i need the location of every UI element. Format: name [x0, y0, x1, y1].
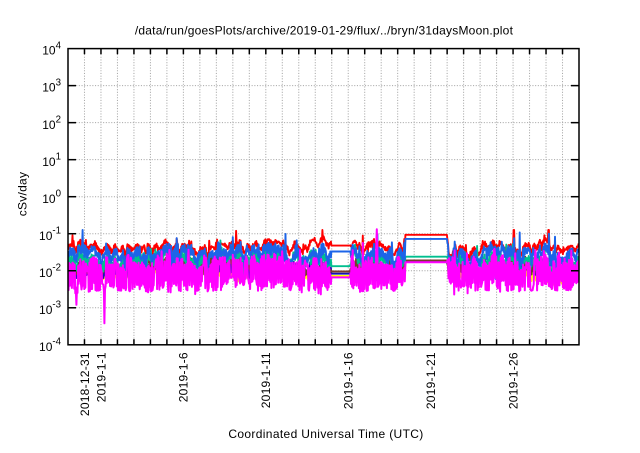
svg-text:2019-1-16: 2019-1-16 — [342, 352, 356, 409]
svg-text:2019-1-21: 2019-1-21 — [424, 352, 438, 409]
svg-text:/data/run/goesPlots/archive/20: /data/run/goesPlots/archive/2019-01-29/f… — [135, 24, 514, 38]
svg-text:2019-1-6: 2019-1-6 — [177, 352, 191, 402]
svg-text:2019-1-1: 2019-1-1 — [94, 352, 108, 402]
svg-text:cSv/day: cSv/day — [16, 172, 30, 216]
svg-text:2019-1-11: 2019-1-11 — [259, 352, 273, 408]
svg-text:2018-12-31: 2018-12-31 — [78, 352, 92, 416]
svg-text:2019-1-26: 2019-1-26 — [506, 352, 520, 409]
svg-text:Coordinated Universal Time (UT: Coordinated Universal Time (UTC) — [228, 427, 423, 441]
